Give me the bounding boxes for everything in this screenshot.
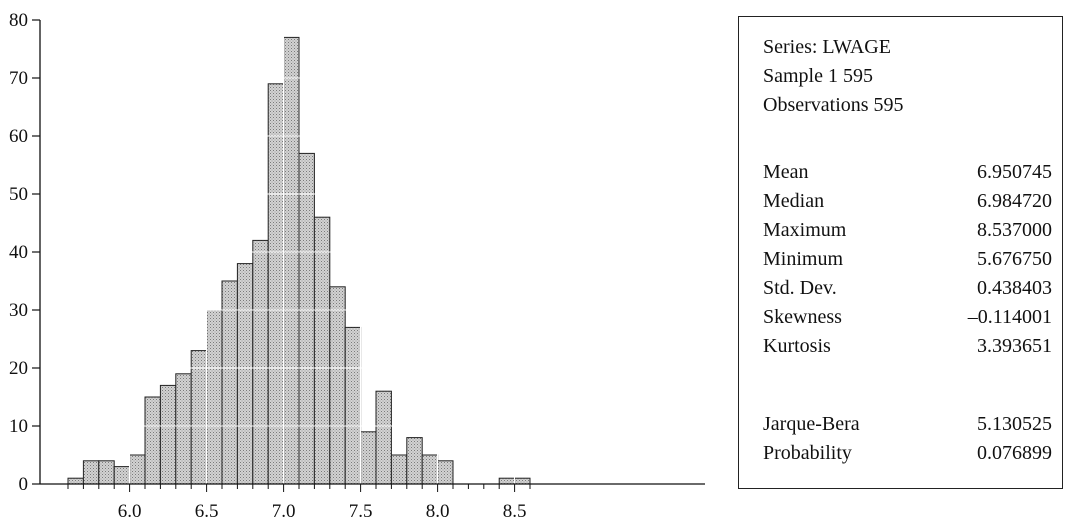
y-tick-label: 40 [9, 242, 28, 263]
histogram-bar [329, 286, 346, 485]
histogram-bar [236, 263, 254, 485]
histogram-bar [206, 309, 223, 485]
y-tick-label: 50 [9, 184, 28, 205]
x-tick-label: 6.0 [118, 501, 142, 522]
histogram-bar [298, 152, 315, 485]
stat-name: Std. Dev. [763, 277, 837, 299]
stat-name: Median [763, 190, 825, 212]
stat-row-skewness: Skewness –0.114001 [763, 303, 1052, 332]
y-tick-label: 10 [9, 416, 28, 437]
histogram-bar [421, 454, 439, 485]
histogram-bar [514, 477, 531, 485]
stat-name: Mean [763, 161, 809, 183]
histogram-bar [221, 280, 238, 485]
histogram-bar [129, 454, 146, 485]
y-tick-label: 20 [9, 358, 28, 379]
stat-name: Probability [763, 442, 852, 464]
descriptive-statistics-panel: Series: LWAGE Sample 1 595 Observations … [738, 16, 1063, 489]
stat-value: 6.984720 [977, 190, 1052, 212]
x-tick-label: 6.5 [195, 501, 219, 522]
stat-row-jarque-bera: Jarque-Bera 5.130525 [763, 410, 1052, 439]
y-tick-label: 80 [9, 10, 28, 31]
histogram-bar [406, 437, 423, 485]
stat-value: –0.114001 [967, 306, 1052, 328]
histogram-bar [267, 83, 285, 485]
histogram-chart: 0 10 20 30 40 50 60 70 80 6.0 6.5 7.0 7.5 8.0 8.5 [9, 10, 705, 522]
histogram-bar [390, 454, 408, 485]
stat-value: 6.950745 [977, 161, 1052, 183]
stat-value: 0.076899 [977, 442, 1052, 464]
histogram-bar [498, 477, 516, 485]
histogram-bar [283, 36, 300, 485]
histogram-bar [190, 350, 208, 485]
y-tick-label: 60 [9, 126, 28, 147]
histogram-bar [98, 460, 115, 485]
histogram-bar [113, 466, 131, 485]
y-tick-label: 0 [19, 474, 29, 495]
stat-value: 8.537000 [977, 219, 1052, 241]
stat-row-kurtosis: Kurtosis 3.393651 [763, 332, 1052, 361]
stat-name: Minimum [763, 248, 844, 270]
histogram-bar [175, 373, 192, 485]
histogram-bar [252, 239, 269, 485]
y-tick-label: 30 [9, 300, 28, 321]
stat-row-probability: Probability 0.076899 [763, 439, 1052, 468]
x-tick-label: 8.0 [426, 501, 450, 522]
y-tick-label: 70 [9, 68, 28, 89]
stat-name: Jarque-Bera [763, 413, 860, 435]
histogram-bar [360, 431, 377, 485]
histogram-bar [437, 460, 454, 485]
histogram-bar [313, 216, 331, 485]
stat-row-std-dev: Std. Dev. 0.438403 [763, 274, 1052, 303]
x-tick-label: 8.5 [503, 501, 527, 522]
observations-label: Observations 595 [763, 94, 904, 116]
y-axis-ticks: 0 10 20 30 40 50 60 70 80 [9, 10, 40, 495]
stat-row-median: Median 6.984720 [763, 187, 1052, 216]
stat-row-maximum: Maximum 8.537000 [763, 216, 1052, 245]
x-axis-ticks: 6.0 6.5 7.0 7.5 8.0 8.5 [67, 484, 531, 522]
sample-label: Sample 1 595 [763, 65, 873, 87]
stat-name: Maximum [763, 219, 847, 241]
x-tick-label: 7.5 [349, 501, 373, 522]
stat-row-mean: Mean 6.950745 [763, 158, 1052, 187]
histogram-bar [375, 390, 392, 485]
gridlines [40, 19, 705, 484]
stat-value: 5.130525 [977, 413, 1052, 435]
series-label: Series: LWAGE [763, 36, 891, 58]
stat-value: 3.393651 [977, 335, 1052, 357]
histogram-bar [67, 477, 84, 485]
stat-value: 5.676750 [977, 248, 1052, 270]
stat-row-minimum: Minimum 5.676750 [763, 245, 1052, 274]
histogram-bar [144, 396, 161, 485]
histogram-bar [82, 460, 100, 485]
stat-value: 0.438403 [977, 277, 1052, 299]
histogram-bars [67, 36, 531, 485]
histogram-bar [344, 326, 362, 485]
histogram-bar [159, 384, 177, 485]
stat-name: Kurtosis [763, 335, 831, 357]
stat-name: Skewness [763, 306, 842, 328]
x-tick-label: 7.0 [272, 501, 296, 522]
